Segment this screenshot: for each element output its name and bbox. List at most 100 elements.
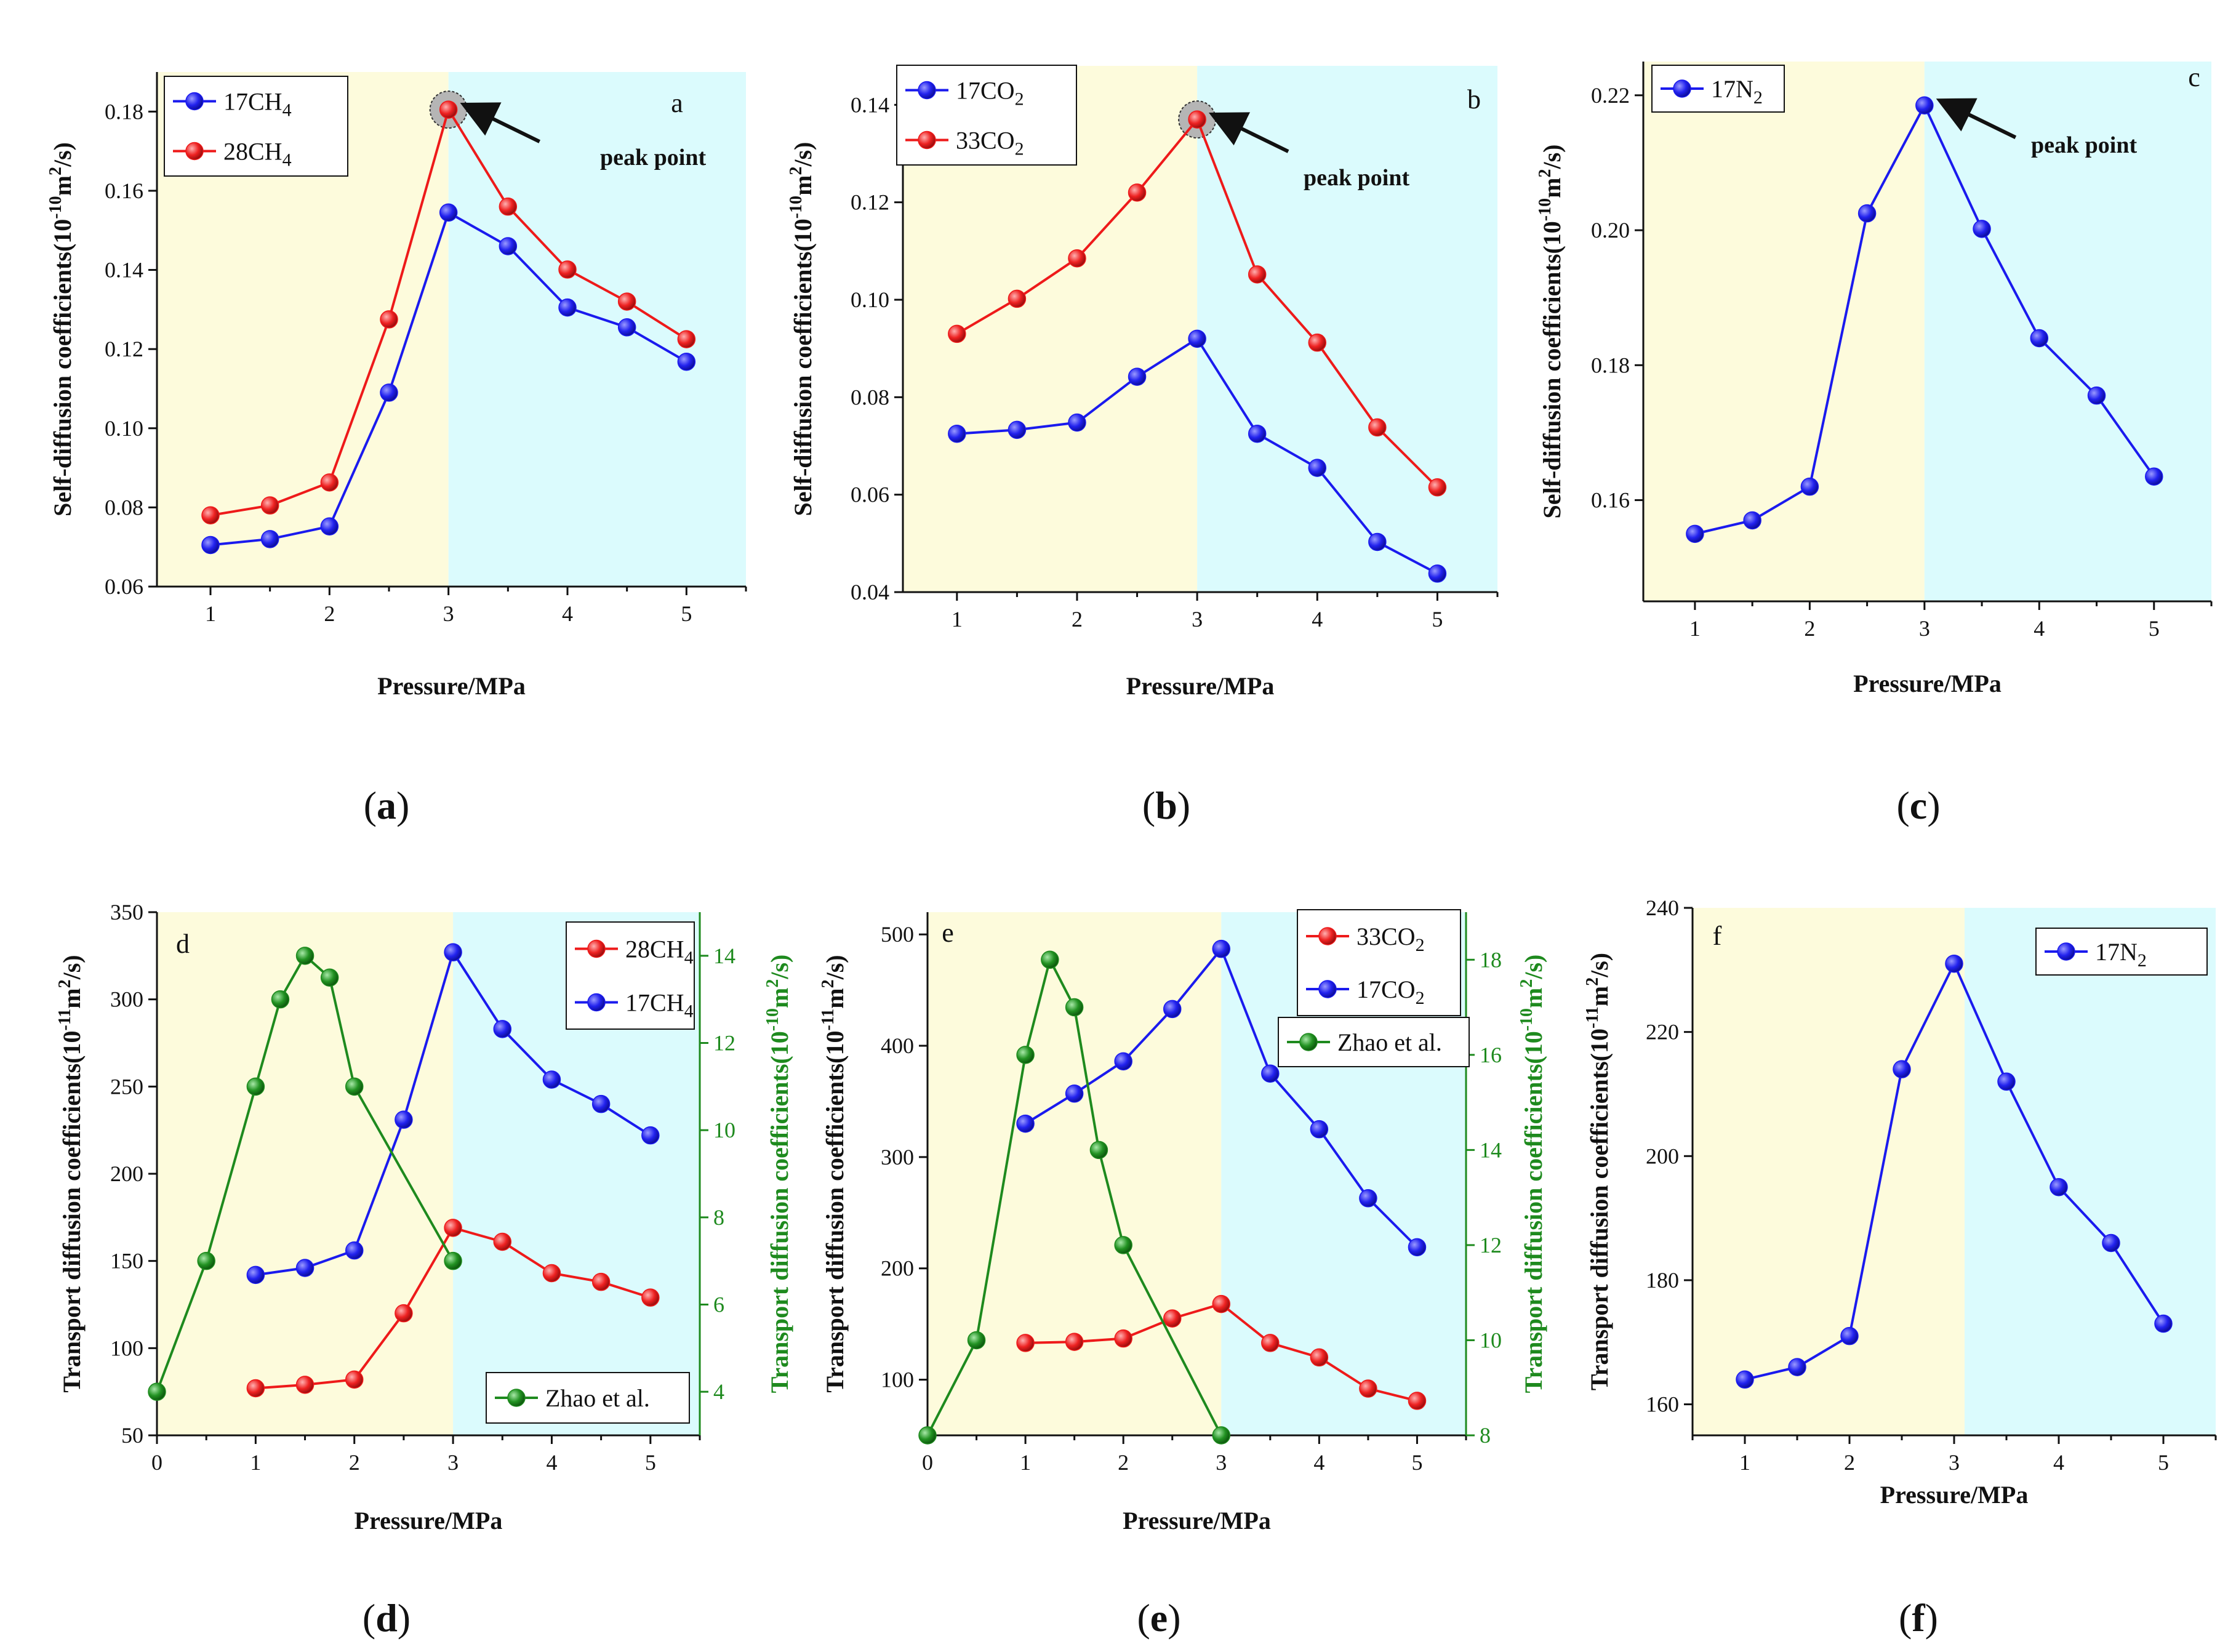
x-tick-label: 3 — [443, 601, 454, 626]
region-bg-post-peak — [448, 72, 746, 587]
x-tick-label: 3 — [1216, 1450, 1227, 1475]
data-point-17co2 — [1068, 413, 1086, 432]
panel-caption: (c) — [1896, 784, 1940, 827]
x-tick-label: 3 — [1949, 1450, 1960, 1475]
data-point-17n2 — [2050, 1177, 2068, 1197]
legend-marker — [1318, 927, 1337, 945]
data-point-17ch4 — [345, 1241, 364, 1260]
y2-tick-label: 14 — [713, 944, 735, 968]
data-point-zhao-et-al — [918, 1426, 937, 1445]
legend-label: Zhao et al. — [545, 1384, 650, 1412]
panel-letter: b — [1467, 84, 1481, 114]
x-tick-label: 5 — [2149, 616, 2160, 641]
legend-reference: Zhao et al. — [486, 1372, 690, 1424]
data-point-17co2 — [1310, 1120, 1329, 1139]
x-tick-label: 5 — [645, 1450, 656, 1475]
chart-panel-c: 1 2 3 4 5 0.16 0.18 0.20 0.22 Pressure/MPa Self-di… — [1536, 62, 2213, 827]
legend-marker — [507, 1389, 526, 1407]
y-tick-label: 0.16 — [105, 178, 143, 203]
y-axis-title: Transport diffusion coefficients(10-11m2… — [819, 955, 849, 1392]
data-point-28ch4 — [246, 1379, 265, 1398]
x-tick-label: 1 — [250, 1450, 261, 1475]
data-point-17co2 — [1128, 367, 1147, 386]
x-tick-label: 1 — [952, 607, 963, 632]
data-point-33co2 — [1408, 1392, 1427, 1410]
x-tick-label: 4 — [562, 601, 573, 626]
y2-tick-label: 8 — [713, 1205, 724, 1230]
legend-marker — [918, 81, 936, 100]
y-tick-label: 300 — [110, 987, 143, 1012]
data-point-33co2 — [1310, 1348, 1329, 1367]
x-tick-label: 4 — [2053, 1450, 2064, 1475]
y-tick-label: 0.06 — [105, 574, 143, 599]
panel-letter: d — [176, 929, 190, 959]
y-tick-label: 500 — [881, 922, 914, 947]
data-point-17co2 — [1065, 1085, 1084, 1103]
data-point-28ch4 — [439, 100, 458, 119]
data-point-33co2 — [948, 324, 966, 343]
x-tick-label: 3 — [1192, 607, 1203, 632]
data-point-17co2 — [1308, 459, 1327, 477]
data-point-zhao-et-al — [1212, 1426, 1231, 1445]
data-point-17co2 — [1016, 1114, 1035, 1133]
y-tick-label: 100 — [110, 1336, 143, 1360]
y-tick-label: 350 — [110, 900, 143, 924]
data-point-17co2 — [1248, 424, 1267, 443]
y-tick-label: 0.22 — [1591, 83, 1630, 108]
legend-reference: Zhao et al. — [1278, 1017, 1470, 1067]
legend-marker — [918, 130, 936, 150]
x-tick-label: 5 — [1432, 607, 1443, 632]
y2-tick-label: 16 — [1480, 1043, 1502, 1067]
data-point-17n2 — [1840, 1326, 1859, 1345]
x-tick-label: 4 — [1313, 1450, 1324, 1475]
x-tick-label: 3 — [447, 1450, 459, 1475]
legend-label: 17CO2 — [1356, 976, 1425, 1008]
data-point-17ch4 — [499, 237, 518, 255]
data-point-28ch4 — [542, 1264, 561, 1283]
data-point-17co2 — [1428, 564, 1447, 583]
data-point-17n2 — [1915, 96, 1934, 115]
y-tick-label: 250 — [110, 1074, 143, 1099]
data-point-17ch4 — [542, 1070, 561, 1089]
data-point-17ch4 — [617, 318, 636, 337]
data-point-zhao-et-al — [197, 1251, 215, 1270]
x-tick-label: 2 — [1844, 1450, 1855, 1475]
y-tick-label: 200 — [1646, 1144, 1679, 1168]
legend-label: Zhao et al. — [1337, 1028, 1442, 1056]
panel-letter: a — [671, 88, 683, 118]
chart-panel-d: 0 1 2 3 4 550100150200250300350468101214Press… — [55, 900, 793, 1640]
data-point-17n2 — [1686, 524, 1704, 543]
y-tick-label: 0.20 — [1591, 218, 1630, 243]
data-point-zhao-et-al — [320, 968, 339, 987]
y-tick-label: 160 — [1646, 1392, 1679, 1417]
data-point-17n2 — [1800, 477, 1819, 496]
peak-arrow — [460, 102, 540, 143]
data-point-17n2 — [1788, 1358, 1806, 1376]
x-axis-title: Pressure/MPa — [1880, 1481, 2029, 1509]
y-tick-label: 100 — [881, 1368, 914, 1392]
legend-marker — [185, 92, 204, 111]
panel-caption: (e) — [1137, 1596, 1180, 1640]
chart-panel-e: 0 1 2 3 4 510020030040050081012141618Pressure… — [819, 909, 1547, 1640]
x-tick-label: 1 — [1739, 1450, 1750, 1475]
legend-marker — [1318, 980, 1337, 998]
region-bg-pre-peak — [1643, 62, 1925, 601]
y-tick-label: 220 — [1646, 1020, 1679, 1045]
y-tick-label: 0.06 — [851, 483, 889, 507]
legend: 28CH4 17CH4 — [566, 921, 695, 1030]
legend: 17CO2 33CO2 — [896, 65, 1077, 166]
data-point-17co2 — [1261, 1064, 1280, 1083]
data-point-17co2 — [948, 424, 966, 443]
legend-label: 17N2 — [1711, 75, 1763, 108]
y-tick-label: 0.14 — [105, 258, 143, 283]
data-point-17ch4 — [439, 203, 458, 222]
data-point-28ch4 — [493, 1232, 512, 1251]
data-point-28ch4 — [320, 473, 339, 492]
legend-marker — [1673, 79, 1691, 98]
data-point-17ch4 — [260, 530, 279, 548]
y-axis-title: Self-diffusion coefficients(10-10m2/s) — [1536, 145, 1566, 519]
legend-label: 28CH4 — [223, 138, 292, 170]
x-tick-label: 2 — [1072, 607, 1083, 632]
data-point-zhao-et-al — [271, 990, 290, 1009]
